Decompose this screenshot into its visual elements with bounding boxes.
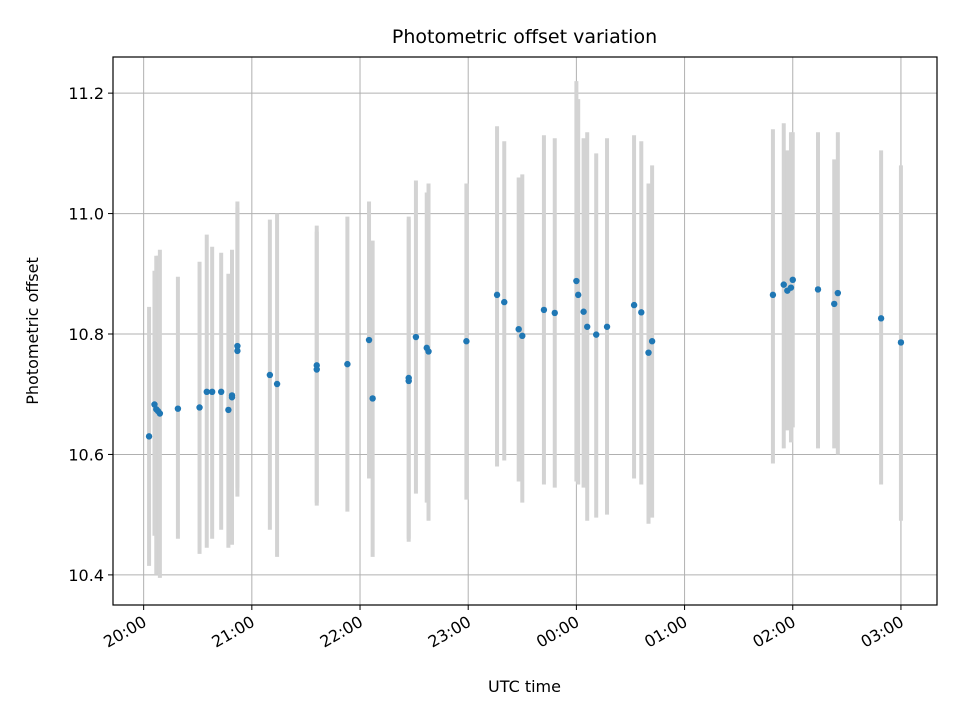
data-point xyxy=(789,276,796,284)
data-point xyxy=(425,348,432,355)
y-tick-label: 10.4 xyxy=(68,566,104,585)
plot-frame xyxy=(112,56,938,606)
data-point xyxy=(769,291,777,299)
y-tick-label: 10.8 xyxy=(68,325,104,344)
data-point xyxy=(234,342,241,350)
data-point xyxy=(196,404,203,411)
data-point xyxy=(463,338,470,345)
grid-layer xyxy=(113,57,937,605)
data-point xyxy=(405,374,412,382)
y-tick-label: 11.0 xyxy=(68,205,104,224)
data-point xyxy=(580,308,587,315)
data-point xyxy=(412,333,420,341)
y-tick-label: 10.6 xyxy=(68,445,104,464)
data-point xyxy=(208,388,216,396)
y-tick-label: 11.2 xyxy=(68,84,104,103)
data-point xyxy=(501,298,508,306)
data-point xyxy=(174,405,182,412)
data-point xyxy=(519,332,526,340)
data-point xyxy=(834,289,842,297)
data-point xyxy=(217,388,225,396)
data-point xyxy=(369,395,376,402)
data-point xyxy=(814,286,822,293)
data-point xyxy=(780,281,787,288)
data-point xyxy=(638,309,645,316)
data-point xyxy=(574,291,582,299)
data-point xyxy=(787,284,795,291)
x-axis-title: UTC time xyxy=(488,677,561,696)
data-point xyxy=(645,349,652,356)
point-layer xyxy=(145,276,905,440)
data-point xyxy=(151,401,158,408)
data-point xyxy=(203,388,210,396)
data-point xyxy=(234,347,241,355)
data-point xyxy=(493,291,501,299)
data-point xyxy=(225,406,232,414)
data-point xyxy=(831,300,838,308)
data-point xyxy=(573,277,580,285)
data-point xyxy=(540,306,548,314)
data-point xyxy=(156,410,164,417)
data-point xyxy=(515,325,522,333)
data-point xyxy=(365,336,373,344)
data-point xyxy=(344,360,351,368)
data-point xyxy=(897,339,905,346)
data-point xyxy=(145,433,153,440)
data-point xyxy=(313,366,320,373)
data-point xyxy=(551,309,558,317)
data-point xyxy=(603,323,611,330)
data-point xyxy=(273,380,281,388)
data-point xyxy=(648,338,656,345)
y-axis-title: Photometric offset xyxy=(23,257,42,405)
data-point xyxy=(630,301,638,309)
data-point xyxy=(584,323,591,330)
data-point xyxy=(877,315,885,322)
data-point xyxy=(228,394,236,401)
chart-title: Photometric offset variation xyxy=(392,26,657,48)
data-point xyxy=(593,331,600,338)
data-point xyxy=(266,371,274,379)
